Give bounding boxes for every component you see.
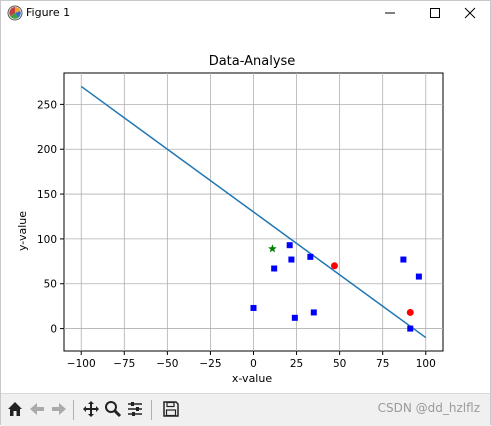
square-point [310, 309, 317, 316]
x-tick-label: −100 [67, 358, 96, 370]
square-point [250, 304, 257, 311]
y-tick-label: 150 [37, 189, 57, 201]
x-tick-label: 0 [250, 358, 257, 370]
data-points [250, 242, 422, 332]
configure-subplots-button[interactable] [124, 398, 146, 420]
square-point [291, 314, 298, 321]
window-title: Figure 1 [26, 6, 71, 19]
y-tick-label: 200 [37, 144, 57, 156]
toolbar-separator [151, 400, 152, 420]
circle-point [330, 262, 338, 270]
circle-point [406, 308, 414, 316]
watermark: CSDN @dd_hzlflz [377, 401, 480, 415]
pan-button[interactable] [80, 398, 102, 420]
fit-line [80, 85, 427, 339]
square-point [288, 256, 295, 263]
y-tick-label: 0 [50, 324, 57, 336]
x-tick-label: −50 [156, 358, 178, 370]
axis-ticks: −100 −75 −50 −25 0 25 50 75 100 0 50 100 150 200 250 [37, 99, 436, 370]
minimize-button[interactable] [370, 1, 410, 25]
close-button[interactable] [450, 1, 490, 25]
zoom-button[interactable] [102, 398, 124, 420]
minimize-icon [385, 12, 395, 14]
y-axis-label: y-value [16, 211, 29, 251]
y-tick-label: 100 [37, 234, 57, 246]
y-tick-label: 50 [44, 279, 57, 291]
square-point [307, 253, 314, 260]
pan-icon [83, 401, 99, 417]
configure-icon [128, 402, 142, 416]
square-point [271, 265, 278, 272]
regression-line [80, 85, 427, 339]
save-button[interactable] [160, 398, 182, 420]
x-tick-label: −25 [199, 358, 221, 370]
back-button[interactable] [26, 398, 48, 420]
square-point [407, 325, 414, 332]
home-icon [8, 402, 22, 416]
zoom-icon [105, 401, 122, 418]
save-icon [163, 401, 179, 417]
title-bar[interactable]: Figure 1 [1, 1, 490, 25]
navigation-toolbar [1, 393, 490, 426]
toolbar-separator [73, 400, 74, 420]
square-point [400, 256, 407, 263]
matplotlib-app-icon [7, 5, 23, 21]
star-point [268, 244, 277, 253]
plot-canvas[interactable]: Data-Analyse −100 −75 −50 −25 0 25 50 75 100 0 50 1… [1, 25, 490, 393]
home-button[interactable] [4, 398, 26, 420]
square-point [415, 273, 422, 280]
forward-button[interactable] [48, 398, 70, 420]
x-tick-label: 50 [333, 358, 346, 370]
x-tick-label: 100 [416, 358, 436, 370]
x-axis-label: x-value [232, 372, 272, 385]
scatter-chart: Data-Analyse −100 −75 −50 −25 0 25 50 75 100 0 50 1… [16, 54, 444, 385]
x-tick-label: 25 [290, 358, 303, 370]
x-tick-label: 75 [376, 358, 389, 370]
maximize-button[interactable] [415, 1, 455, 25]
y-tick-label: 250 [37, 99, 57, 111]
forward-icon [52, 403, 66, 415]
grid-lines [64, 73, 443, 351]
square-point [286, 242, 293, 249]
close-icon [464, 7, 476, 19]
x-tick-label: −75 [113, 358, 135, 370]
maximize-icon [430, 8, 440, 18]
chart-title: Data-Analyse [209, 54, 296, 69]
back-icon [30, 403, 44, 415]
